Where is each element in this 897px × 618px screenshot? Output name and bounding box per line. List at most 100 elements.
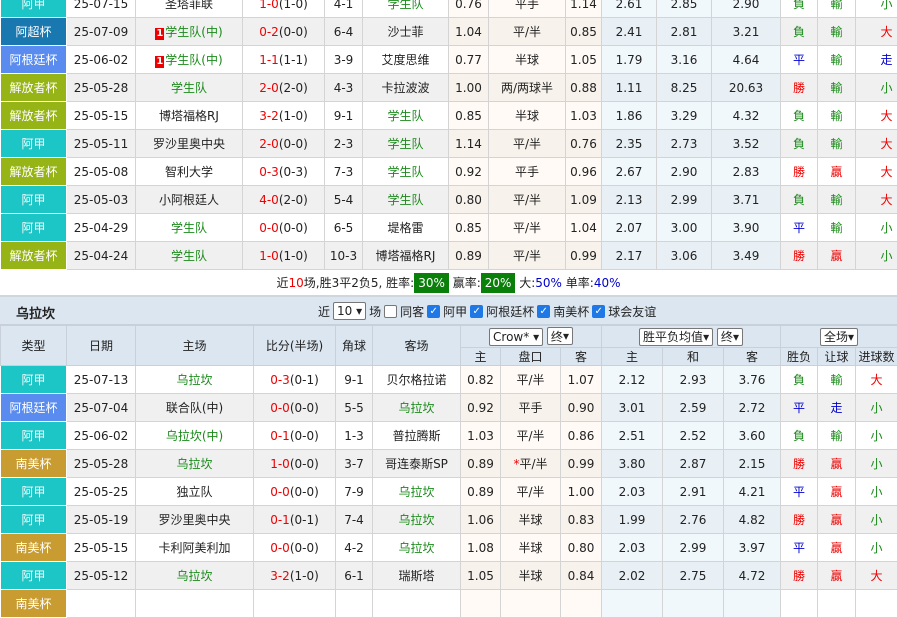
recent-summary: 近10场,胜3平2负5, 胜率:30% 赢率:20% 大:50% 单率:40%	[0, 269, 897, 297]
avg-select[interactable]: 胜平负均值▾	[639, 328, 713, 346]
handicap-away-odds: 0.84	[561, 562, 602, 590]
match-date: 25-07-15	[67, 0, 136, 18]
match-date: 25-05-15	[67, 534, 136, 562]
handicap-line-value: 平/半	[519, 457, 547, 471]
handicap-line-value: 半球	[518, 513, 542, 527]
home-win-odds: 2.51	[602, 422, 663, 450]
away-team[interactable]: 学生队	[363, 102, 449, 130]
handicap-line: 半球	[489, 46, 566, 74]
handicap-line-value: 半球	[515, 109, 539, 123]
score: 0-1(0-0)	[254, 422, 336, 450]
away-team[interactable]: 乌拉坎	[373, 506, 461, 534]
away-team[interactable]: 学生队	[363, 158, 449, 186]
full-time-score: 1-0	[259, 249, 279, 263]
match-count-select[interactable]: 10 ▾	[333, 302, 366, 320]
match-row: 南美杯	[1, 590, 897, 618]
match-date: 25-05-28	[67, 74, 136, 102]
handicap-line: 半球	[501, 506, 561, 534]
home-team-name: 圣塔菲联	[165, 0, 213, 11]
home-team[interactable]: 乌拉坎	[136, 450, 254, 478]
result-wl: 負	[781, 0, 818, 18]
match-type: 南美杯	[1, 450, 67, 478]
away-team[interactable]: 哥连泰斯SP	[373, 450, 461, 478]
home-team[interactable]: 博塔福格RJ	[136, 102, 243, 130]
home-team[interactable]: 乌拉坎	[136, 562, 254, 590]
half-time-score: (0-0)	[279, 25, 308, 39]
away-team[interactable]	[373, 590, 461, 618]
away-team[interactable]: 乌拉坎	[373, 394, 461, 422]
away-team[interactable]: 乌拉坎	[373, 534, 461, 562]
filter-checkbox-1[interactable]: ✓	[470, 305, 483, 318]
home-team[interactable]: 卡利阿美利加	[136, 534, 254, 562]
half-time-score: (0-0)	[290, 429, 319, 443]
draw-odds	[663, 590, 724, 618]
away-team[interactable]: 卡拉波波	[363, 74, 449, 102]
company-select[interactable]: Crow* ▾	[489, 328, 543, 346]
draw-odds: 3.00	[657, 214, 712, 242]
half-time-score: (0-0)	[290, 401, 319, 415]
full-time-score: 0-3	[259, 165, 279, 179]
result-wl: 勝	[781, 450, 818, 478]
home-team[interactable]	[136, 590, 254, 618]
score: 1-1(1-1)	[243, 46, 325, 74]
match-date: 25-05-12	[67, 562, 136, 590]
half-time-score: (0-3)	[279, 165, 308, 179]
home-team[interactable]: 罗沙里奥中央	[136, 506, 254, 534]
away-team[interactable]: 乌拉坎	[373, 478, 461, 506]
home-team[interactable]: 乌拉坎(中)	[136, 422, 254, 450]
home-team[interactable]: 圣塔菲联	[136, 0, 243, 18]
stage-select[interactable]: 终▾	[547, 327, 573, 345]
match-type: 阿超杯	[1, 18, 67, 46]
home-team[interactable]: 学生队	[136, 74, 243, 102]
subheader: 主	[602, 348, 663, 366]
match-date: 25-05-25	[67, 478, 136, 506]
score: 0-0(0-0)	[254, 478, 336, 506]
away-team[interactable]: 沙士菲	[363, 18, 449, 46]
stage2-select[interactable]: 终▾	[717, 328, 743, 346]
home-team[interactable]: 学生队	[136, 214, 243, 242]
home-win-odds: 2.35	[602, 130, 657, 158]
home-team[interactable]: 智利大学	[136, 158, 243, 186]
same-venue-checkbox[interactable]	[384, 305, 397, 318]
full-time-score: 0-0	[270, 401, 290, 415]
handicap-line-value: 平手	[515, 0, 539, 11]
handicap-away-odds: 1.09	[566, 186, 602, 214]
home-team[interactable]: 乌拉坎	[136, 366, 254, 394]
away-team[interactable]: 普拉腾斯	[373, 422, 461, 450]
result-handicap: 輸	[818, 130, 856, 158]
away-team[interactable]: 学生队	[363, 0, 449, 18]
filter-checkbox-0[interactable]: ✓	[427, 305, 440, 318]
home-team[interactable]: 学生队	[136, 242, 243, 270]
filter-checkbox-2[interactable]: ✓	[537, 305, 550, 318]
handicap-away-odds: 0.86	[561, 422, 602, 450]
same-venue-label: 同客	[400, 303, 424, 320]
away-team[interactable]: 艾度思维	[363, 46, 449, 74]
away-team[interactable]: 瑞斯塔	[373, 562, 461, 590]
away-team[interactable]: 堤格雷	[363, 214, 449, 242]
result-wl: 負	[781, 102, 818, 130]
away-team[interactable]: 学生队	[363, 130, 449, 158]
away-team[interactable]: 博塔福格RJ	[363, 242, 449, 270]
corner-score: 9-1	[325, 102, 363, 130]
home-team-name: 智利大学	[165, 165, 213, 179]
result-handicap: 贏	[818, 562, 856, 590]
filter-checkbox-3[interactable]: ✓	[592, 305, 605, 318]
away-team[interactable]: 贝尔格拉诺	[373, 366, 461, 394]
result-wl: 負	[781, 186, 818, 214]
home-team[interactable]: 罗沙里奥中央	[136, 130, 243, 158]
draw-odds: 2.99	[663, 534, 724, 562]
away-win-odds: 2.15	[724, 450, 781, 478]
result-goals: 大	[856, 102, 897, 130]
scope-select[interactable]: 全场▾	[820, 328, 858, 346]
home-team[interactable]: 独立队	[136, 478, 254, 506]
corner-score: 5-5	[336, 394, 373, 422]
half-time-score: (0-1)	[290, 373, 319, 387]
home-team[interactable]: 小阿根廷人	[136, 186, 243, 214]
away-team[interactable]: 学生队	[363, 186, 449, 214]
corner-score: 7-4	[336, 506, 373, 534]
home-team[interactable]: 联合队(中)	[136, 394, 254, 422]
subheader: 胜负	[781, 348, 818, 366]
